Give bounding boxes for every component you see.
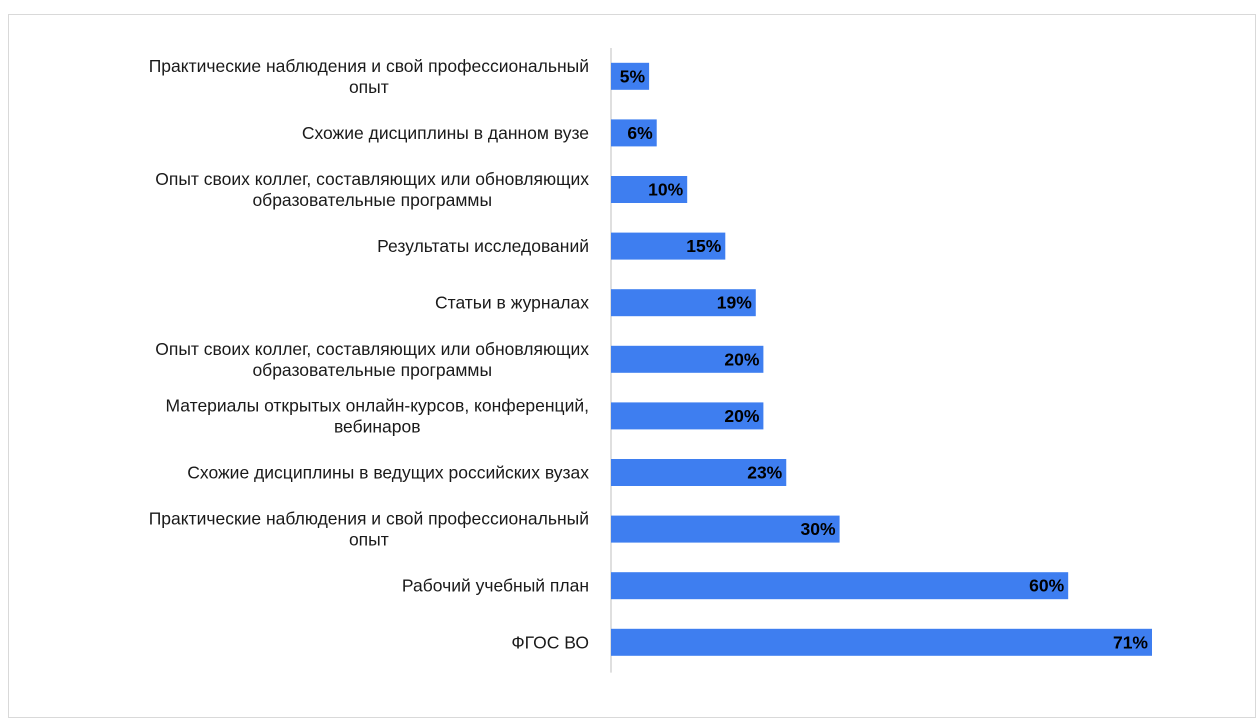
data-label: 71%: [1113, 632, 1148, 652]
category-label: Практические наблюдения и свой профессио…: [149, 509, 589, 529]
category-label: образовательные программы: [252, 360, 492, 380]
category-label: Опыт своих коллег, составляющих или обно…: [155, 339, 589, 359]
category-label: Практические наблюдения и свой профессио…: [149, 56, 589, 76]
category-label: опыт: [349, 530, 389, 550]
bars-group: [611, 62, 1152, 656]
category-label: Материалы открытых онлайн-курсов, конфер…: [166, 395, 590, 415]
category-label: Статьи в журналах: [435, 293, 589, 313]
bar: [611, 628, 1152, 656]
bar: [611, 345, 764, 373]
category-label: ФГОС ВО: [511, 632, 589, 652]
category-label: опыт: [349, 77, 389, 97]
category-label: Рабочий учебный план: [402, 576, 589, 596]
data-label: 20%: [724, 406, 759, 426]
data-label: 10%: [648, 180, 683, 200]
bar: [611, 176, 688, 203]
bar: [611, 572, 1069, 600]
category-labels-group: Практические наблюдения и свой профессио…: [149, 56, 590, 652]
category-label: образовательные программы: [252, 190, 492, 210]
bar: [611, 119, 657, 147]
data-label: 23%: [747, 463, 782, 483]
data-label: 20%: [724, 349, 759, 369]
category-label: Схожие дисциплины в ведущих российских в…: [187, 463, 589, 483]
category-label: Результаты исследований: [377, 236, 589, 256]
bar: [611, 402, 764, 430]
category-label: Опыт своих коллег, составляющих или обно…: [155, 169, 589, 189]
data-label: 30%: [801, 519, 836, 539]
bar: [611, 62, 650, 90]
category-label: Схожие дисциплины в данном вузе: [302, 123, 589, 143]
data-label: 6%: [627, 123, 653, 143]
bar: [611, 515, 840, 543]
data-label: 60%: [1029, 576, 1064, 596]
value-labels-group: 5% 6% 10% 15% 19% 20% 20% 23% 30% 60% 71%: [620, 66, 1149, 652]
data-label: 5%: [620, 66, 646, 86]
bar: [611, 289, 756, 317]
data-label: 19%: [717, 293, 752, 313]
bar: [611, 232, 726, 260]
data-label: 15%: [686, 236, 721, 256]
bar: [611, 459, 787, 486]
category-label: вебинаров: [334, 416, 421, 436]
